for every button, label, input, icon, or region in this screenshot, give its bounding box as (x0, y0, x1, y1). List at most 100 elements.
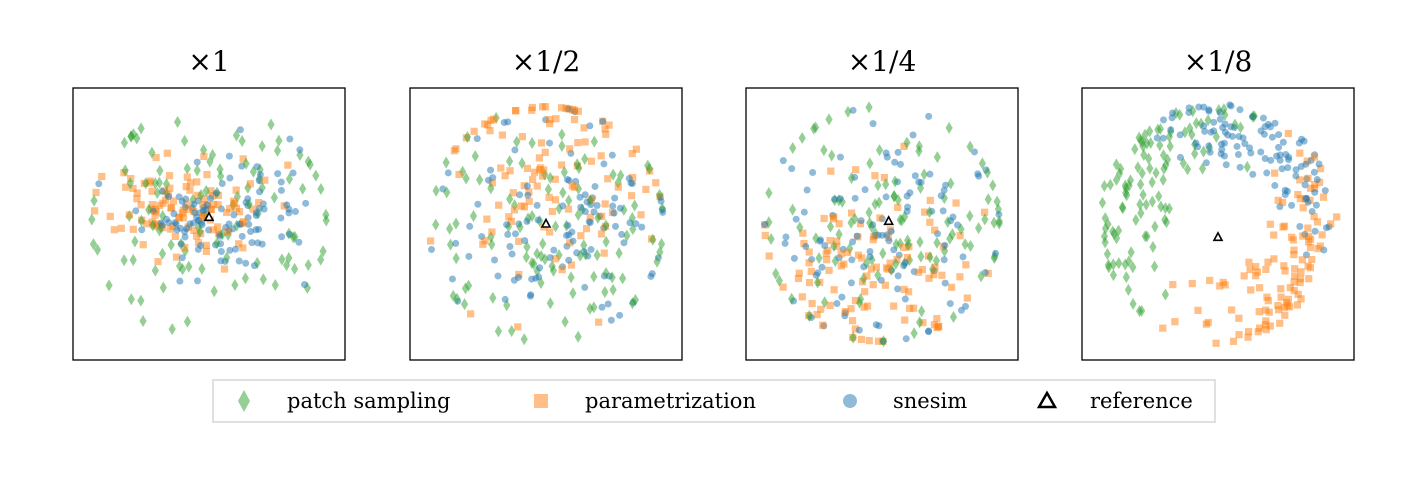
point-patch-sampling (460, 298, 469, 311)
point-patch-sampling (476, 173, 484, 186)
point-parametrization (163, 149, 171, 157)
point-snesim (887, 227, 895, 235)
point-patch-sampling (1142, 198, 1150, 211)
point-snesim (866, 247, 874, 255)
point-patch-sampling (879, 247, 887, 260)
point-snesim (616, 311, 624, 319)
point-patch-sampling (789, 141, 797, 154)
scatter-panel: ×1/4 (745, 45, 1019, 361)
point-parametrization (884, 265, 892, 273)
point-snesim (514, 273, 522, 281)
point-snesim (1296, 222, 1304, 230)
point-patch-sampling (966, 209, 974, 222)
point-patch-sampling (798, 132, 806, 145)
point-patch-sampling (93, 243, 102, 256)
point-parametrization (558, 104, 566, 112)
point-parametrization (1240, 272, 1248, 280)
point-parametrization (284, 161, 292, 169)
legend-entry-patch-sampling: patch sampling (238, 389, 450, 413)
point-patch-sampling (945, 121, 953, 134)
point-patch-sampling (159, 281, 167, 294)
point-patch-sampling (949, 310, 958, 323)
point-parametrization (1290, 251, 1298, 259)
point-parametrization (229, 197, 238, 205)
point-parametrization (600, 249, 608, 257)
point-patch-sampling (866, 157, 874, 170)
point-snesim (941, 241, 949, 249)
point-patch-sampling (574, 330, 582, 343)
point-snesim (831, 195, 839, 203)
point-snesim (581, 191, 589, 199)
point-snesim (802, 243, 810, 251)
point-patch-sampling (528, 210, 536, 223)
point-parametrization (870, 233, 878, 241)
scatter-panel: ×1 (72, 45, 346, 361)
point-snesim (296, 146, 304, 154)
point-patch-sampling (917, 305, 926, 318)
point-parametrization (918, 266, 927, 274)
point-parametrization (514, 323, 522, 331)
point-parametrization (255, 199, 263, 207)
point-parametrization (538, 172, 547, 180)
point-snesim (981, 269, 989, 277)
point-patch-sampling (1112, 158, 1120, 171)
point-parametrization (181, 243, 189, 252)
point-patch-sampling (471, 150, 479, 163)
point-snesim (1284, 164, 1292, 172)
point-parametrization (489, 115, 498, 123)
point-parametrization (226, 205, 234, 213)
point-patch-sampling (1123, 189, 1131, 202)
point-patch-sampling (1181, 126, 1189, 139)
point-patch-sampling (1156, 139, 1164, 152)
point-parametrization (452, 145, 460, 153)
point-patch-sampling (551, 220, 560, 233)
point-snesim (564, 221, 572, 229)
point-snesim (940, 186, 948, 194)
point-patch-sampling (432, 184, 440, 197)
point-parametrization (580, 124, 588, 132)
point-parametrization (1296, 278, 1304, 287)
point-parametrization (794, 274, 803, 283)
point-parametrization (467, 310, 475, 318)
point-snesim (302, 199, 310, 207)
point-snesim (926, 170, 934, 178)
point-patch-sampling (1156, 123, 1164, 136)
point-patch-sampling (966, 240, 975, 253)
point-patch-sampling (142, 177, 150, 190)
point-parametrization (761, 231, 769, 240)
point-parametrization (799, 229, 807, 237)
point-parametrization (566, 239, 574, 247)
point-patch-sampling (299, 182, 307, 195)
panel-frame (1081, 87, 1355, 361)
point-snesim (452, 239, 460, 247)
point-patch-sampling (317, 253, 325, 266)
point-parametrization (857, 335, 866, 344)
point-parametrization (153, 222, 161, 230)
point-parametrization (1221, 281, 1229, 289)
point-patch-sampling (569, 287, 577, 300)
point-patch-sampling (1149, 240, 1157, 253)
point-patch-sampling (835, 228, 843, 241)
legend-label-patch-sampling: patch sampling (287, 389, 450, 413)
point-patch-sampling (815, 252, 823, 265)
point-patch-sampling (1236, 121, 1245, 134)
point-patch-sampling (1103, 247, 1112, 260)
point-parametrization (1254, 328, 1262, 336)
point-parametrization (595, 318, 603, 326)
point-parametrization (900, 243, 908, 252)
point-snesim (894, 148, 902, 156)
point-parametrization (570, 115, 579, 124)
point-parametrization (604, 175, 612, 183)
point-parametrization (1256, 284, 1264, 292)
point-parametrization (507, 217, 516, 225)
point-patch-sampling (273, 144, 282, 157)
point-patch-sampling (137, 214, 146, 227)
point-parametrization (1278, 198, 1287, 206)
point-snesim (225, 152, 233, 160)
point-patch-sampling (241, 272, 250, 285)
point-snesim (869, 120, 877, 128)
point-patch-sampling (1112, 173, 1121, 186)
point-snesim (1176, 131, 1184, 139)
point-patch-sampling (855, 296, 864, 309)
point-patch-sampling (586, 302, 594, 315)
